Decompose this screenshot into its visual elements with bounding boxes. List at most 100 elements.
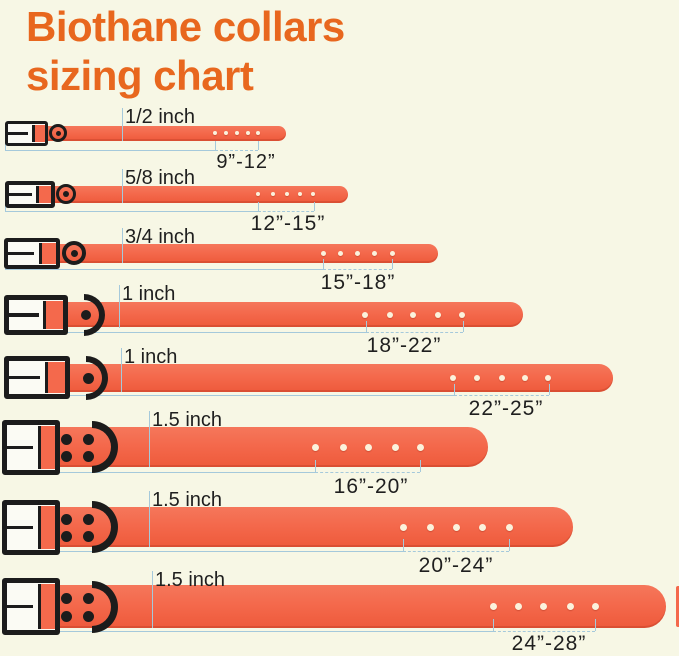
collar-hole [591, 602, 599, 610]
collar-strap [20, 585, 666, 628]
measure-line-dashed [323, 269, 392, 270]
d-ring-icon [92, 501, 118, 553]
collar-hole [505, 523, 513, 531]
collar-hole [354, 250, 360, 256]
ring-pin-dot [55, 130, 61, 136]
measure-tick [420, 460, 421, 472]
width-indicator-line [121, 348, 122, 392]
collar-strap [9, 364, 613, 392]
d-ring-icon [92, 421, 118, 473]
measure-tick [493, 619, 494, 631]
width-indicator-line [119, 285, 120, 328]
width-indicator-line [122, 228, 123, 263]
rivet-dot [60, 610, 72, 622]
collar-hole [320, 250, 326, 256]
buckle-strap-wrap [37, 506, 57, 549]
measure-line-solid [5, 395, 454, 396]
measure-tick [463, 321, 464, 332]
measure-tick [403, 539, 404, 551]
collar-width-label: 1/2 inch [125, 106, 196, 128]
page-title: Biothane collars sizing chart [26, 2, 345, 100]
collar-size-label: 16”-20” [333, 475, 409, 498]
collar-hole [489, 602, 497, 610]
measure-tick [215, 141, 216, 150]
collar-hole [416, 443, 424, 451]
width-indicator-line [122, 169, 123, 203]
buckle [2, 578, 60, 635]
width-indicator-line [149, 411, 150, 467]
measure-line-solid [2, 472, 315, 473]
collar-hole [566, 602, 574, 610]
collar-hole [399, 523, 407, 531]
collar-hole [339, 443, 347, 451]
rivet-dot [60, 513, 72, 525]
collar-size-label: 18”-22” [366, 334, 442, 357]
ring-pin-dot [81, 310, 91, 320]
measure-tick [258, 141, 259, 150]
rivet-dot [60, 592, 72, 604]
rivet-dot [82, 530, 94, 542]
collar-hole [478, 523, 486, 531]
measure-tick [258, 202, 259, 211]
measure-tick [549, 384, 550, 395]
collar-hole [337, 250, 343, 256]
rivet-dot [60, 433, 72, 445]
buckle-bar [7, 525, 34, 529]
collar-hole [499, 375, 505, 381]
rivet-dot [60, 530, 72, 542]
collar-hole [235, 131, 239, 135]
collar-width-label: 1 inch [124, 346, 178, 368]
measure-line-dashed [315, 472, 420, 473]
collar-hole [450, 375, 456, 381]
measure-tick [315, 460, 316, 472]
buckle-bar [9, 192, 33, 196]
collar-strap [10, 186, 348, 203]
collar-hole [285, 192, 289, 196]
measure-line-solid [5, 269, 323, 270]
measure-tick [366, 321, 367, 332]
measure-tick [314, 202, 315, 211]
rivet-dot [82, 610, 94, 622]
measure-line-solid [5, 211, 258, 212]
measure-line-solid [2, 631, 493, 632]
measure-line-solid [2, 551, 403, 552]
collar-hole [311, 443, 319, 451]
collar-hole [474, 375, 480, 381]
rivet-dot [82, 592, 94, 604]
collar-size-label: 9”-12” [216, 151, 276, 173]
collar-hole [213, 131, 217, 135]
collar-hole [410, 312, 416, 318]
width-indicator-line [122, 108, 123, 141]
collar-hole [452, 523, 460, 531]
collar-hole [371, 250, 377, 256]
measure-line-dashed [493, 631, 595, 632]
buckle-strap-wrap [44, 362, 67, 393]
measure-line-dashed [366, 332, 463, 333]
buckle-bar [9, 313, 39, 317]
collar-width-label: 1 inch [122, 283, 176, 305]
measure-line-solid [5, 150, 215, 151]
collar-hole [387, 312, 393, 318]
buckle-strap-wrap [38, 243, 58, 264]
collar-hole [522, 375, 528, 381]
measure-line-solid [5, 332, 366, 333]
collar-size-label: 24”-28” [511, 632, 587, 655]
ring-pin-dot [70, 249, 78, 257]
collar-size-label: 12”-15” [250, 212, 326, 235]
collar-hole [545, 375, 551, 381]
buckle-strap-wrap [43, 301, 65, 329]
collar-size-label: 20”-24” [418, 554, 494, 577]
collar-width-label: 3/4 inch [125, 226, 196, 248]
measure-line-dashed [403, 551, 509, 552]
o-ring-icon [49, 124, 67, 142]
rivet-dot [82, 433, 94, 445]
collar-hole [256, 192, 260, 196]
collar-width-label: 1.5 inch [155, 569, 226, 591]
collar-size-label: 22”-25” [468, 397, 544, 420]
collar-hole [271, 192, 275, 196]
buckle [2, 420, 60, 475]
buckle [4, 295, 68, 335]
buckle [5, 121, 48, 146]
d-ring-icon [86, 356, 108, 400]
